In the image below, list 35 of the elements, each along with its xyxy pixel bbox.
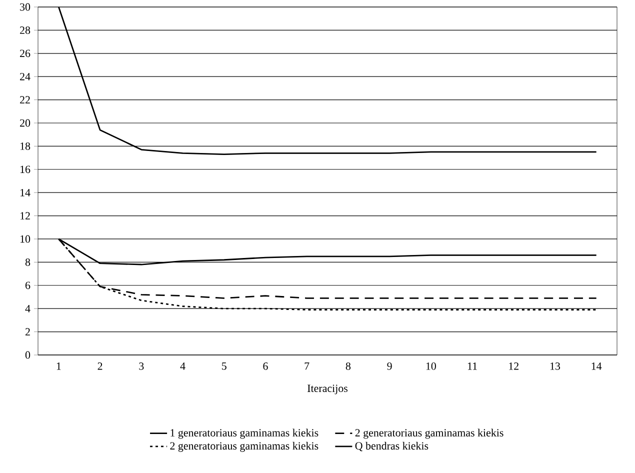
y-tick-label: 18 bbox=[20, 142, 30, 150]
x-tick-label: 6 bbox=[263, 362, 268, 370]
y-tick-label: 8 bbox=[25, 258, 30, 266]
y-tick-label: 20 bbox=[20, 119, 30, 127]
legend-label: 2 generatoriaus gaminamas kiekis bbox=[170, 442, 318, 452]
y-tick-label: 26 bbox=[20, 50, 30, 58]
legend-label: Q bendras kiekis bbox=[355, 442, 428, 452]
y-tick-label: 6 bbox=[25, 282, 30, 290]
y-tick-label: 14 bbox=[20, 188, 30, 196]
x-tick-label: 7 bbox=[304, 362, 310, 370]
x-tick-label: 14 bbox=[592, 362, 602, 370]
y-tick-label: 16 bbox=[20, 166, 30, 174]
x-tick-label: 11 bbox=[468, 362, 477, 370]
y-tick-label: 12 bbox=[20, 212, 30, 220]
x-tick-label: 13 bbox=[550, 362, 560, 370]
x-tick-label: 10 bbox=[426, 362, 436, 370]
y-tick-label: 28 bbox=[20, 26, 30, 34]
y-tick-label: 30 bbox=[20, 3, 30, 11]
y-tick-label: 22 bbox=[20, 96, 30, 104]
y-tick-label: 10 bbox=[20, 235, 30, 243]
y-tick-label: 2 bbox=[26, 328, 30, 336]
x-axis-title: Iteracijos bbox=[308, 384, 348, 394]
x-tick-label: 8 bbox=[346, 362, 351, 370]
x-tick-label: 2 bbox=[98, 362, 102, 370]
legend-label: 2 generatoriaus gaminamas kiekis bbox=[355, 428, 504, 439]
x-tick-label: 12 bbox=[509, 362, 518, 370]
x-tick-label: 3 bbox=[139, 362, 144, 370]
x-tick-label: 9 bbox=[387, 362, 392, 370]
y-tick-label: 4 bbox=[25, 304, 30, 312]
legend-label: 1 generatoriaus gaminamas kiekis bbox=[170, 428, 318, 439]
y-tick-label: 0 bbox=[25, 351, 30, 359]
y-tick-label: 24 bbox=[20, 72, 30, 80]
x-tick-label: 1 bbox=[56, 362, 61, 370]
x-tick-label: 4 bbox=[180, 362, 186, 370]
x-tick-label: 5 bbox=[222, 362, 226, 370]
